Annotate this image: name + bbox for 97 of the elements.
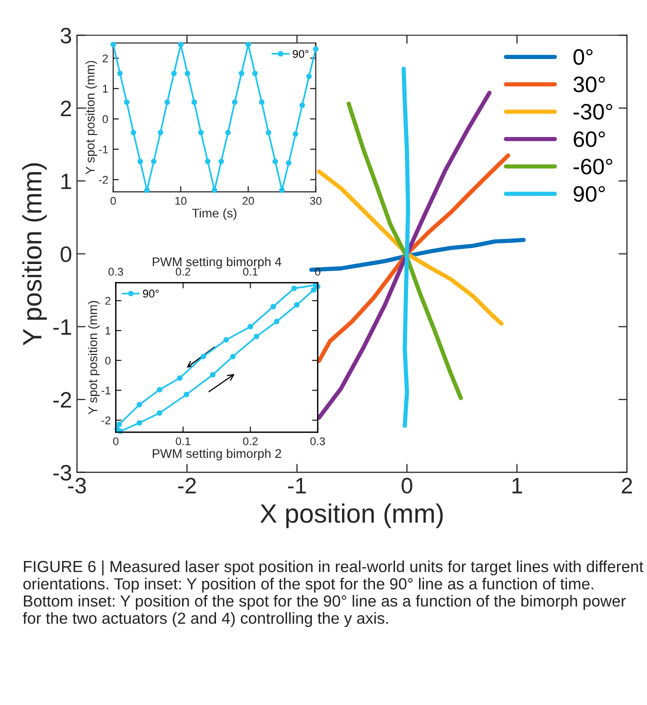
- legend-label: -60°: [574, 158, 612, 174]
- point: [200, 354, 206, 360]
- y-axis-title: Y spot position (mm): [88, 301, 100, 414]
- legend-label: 90°: [292, 50, 308, 58]
- x-tick-label: 30: [310, 196, 322, 205]
- point: [279, 187, 285, 194]
- point: [312, 46, 319, 52]
- x-tick-label: 2: [622, 478, 632, 494]
- point: [204, 158, 211, 164]
- y-tick-label: 0: [60, 246, 72, 262]
- y-tick-label: -2: [98, 176, 108, 184]
- y-tick-label: 0: [102, 115, 108, 124]
- x2-axis-title: PWM setting bimorph 4: [152, 257, 282, 269]
- point: [218, 158, 224, 164]
- y-tick-label: 2: [105, 296, 110, 305]
- point: [176, 375, 183, 381]
- point: [130, 130, 136, 136]
- line-series: [402, 66, 410, 428]
- legend-label: 60°: [574, 131, 605, 148]
- point: [116, 422, 122, 428]
- point: [212, 187, 218, 194]
- x2-tick-label: 0.2: [176, 268, 190, 276]
- x-tick-label: -1: [288, 478, 306, 494]
- point: [137, 158, 144, 164]
- y-tick-label: -1: [102, 386, 110, 394]
- point: [184, 392, 190, 398]
- y-axis-title: Y position (mm): [22, 163, 47, 346]
- y-tick-label: 2: [60, 100, 72, 116]
- point: [124, 99, 130, 105]
- point: [294, 302, 300, 308]
- x-tick-label: 0.2: [243, 437, 258, 446]
- point: [252, 70, 258, 76]
- y-tick-label: -2: [102, 416, 110, 424]
- point: [230, 354, 236, 360]
- point: [266, 130, 272, 136]
- point: [136, 402, 142, 408]
- point: [232, 99, 238, 105]
- point: [291, 286, 297, 292]
- line-series: [346, 102, 463, 400]
- point: [117, 70, 123, 76]
- point: [245, 42, 252, 48]
- point: [286, 160, 292, 166]
- point: [258, 99, 265, 105]
- x-axis-title: PWM setting bimorph 2: [152, 448, 282, 460]
- x-tick-label: 0: [402, 478, 412, 494]
- point: [156, 410, 162, 416]
- y-tick-label: 1: [106, 326, 110, 335]
- point: [274, 318, 280, 324]
- x-tick-label: 10: [175, 196, 186, 205]
- point: [198, 130, 204, 136]
- x-tick-label: 1: [512, 478, 522, 494]
- point: [136, 420, 142, 426]
- legend-label: 90°: [143, 290, 159, 298]
- y-tick-label: -1: [53, 319, 72, 335]
- y-tick-label: 1: [103, 84, 108, 93]
- point: [299, 102, 306, 108]
- x-tick-label: 0.1: [176, 437, 190, 446]
- point: [144, 187, 150, 194]
- point: [225, 130, 231, 136]
- x-axis-title: Time (s): [192, 208, 236, 220]
- y-tick-label: 2: [102, 54, 108, 62]
- point: [248, 324, 254, 330]
- legend-label: 90°: [574, 186, 605, 202]
- x2-tick-label: 0.3: [108, 268, 124, 276]
- point: [292, 131, 298, 137]
- point: [272, 158, 278, 164]
- y-tick-label: 1: [61, 174, 72, 189]
- point: [178, 42, 184, 48]
- legend-label: 30°: [573, 76, 605, 92]
- x-tick-label: 0.3: [310, 437, 325, 446]
- x-axis-title: X position (mm): [260, 503, 443, 528]
- legend-label: 0°: [573, 49, 593, 65]
- point: [164, 99, 170, 105]
- point: [171, 70, 177, 76]
- point: [238, 70, 244, 76]
- point: [210, 372, 216, 378]
- x-tick-label: -2: [178, 478, 196, 494]
- x-tick-label: 20: [242, 196, 254, 205]
- point: [158, 130, 164, 136]
- point: [254, 334, 260, 340]
- legend-label: -30°: [574, 104, 612, 120]
- y-tick-label: -2: [53, 392, 72, 408]
- point: [184, 70, 190, 76]
- point: [150, 158, 157, 164]
- y-tick-label: -1: [98, 146, 108, 154]
- x2-tick-label: 0.1: [243, 268, 258, 276]
- y-tick-label: 3: [60, 28, 72, 44]
- x-tick-label: 0: [113, 437, 118, 446]
- point: [191, 99, 198, 105]
- point: [270, 304, 276, 310]
- point: [310, 287, 316, 293]
- point: [156, 386, 162, 392]
- caption: FIGURE 6 | Measured laser spot position in real-world units for target lines with different orientations. Top inset: Y position of the spot for the 90° line as a function of time. Bottom inset: Y position of the spot for the 90° line as a function of the bimorph power for the two actuators (2 and 4) controlling the y axis.: [22, 560, 644, 628]
- y-axis-title: Y spot position (mm): [85, 60, 98, 174]
- y-tick-label: 0: [105, 356, 111, 365]
- point: [223, 337, 229, 343]
- point: [306, 74, 312, 80]
